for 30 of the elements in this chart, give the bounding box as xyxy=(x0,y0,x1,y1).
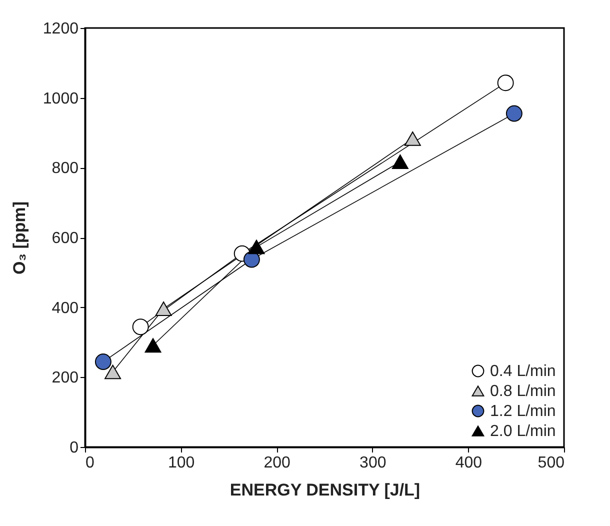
legend-label: 0.8 L/min xyxy=(490,383,556,400)
x-tick-label: 400 xyxy=(455,454,482,472)
point xyxy=(144,338,162,353)
y-tick-label: 0 xyxy=(70,440,79,456)
legend-label: 0.4 L/min xyxy=(490,363,556,380)
y-tick-label: 1000 xyxy=(42,90,79,108)
y-axis-title: O₃ [ppm] xyxy=(10,201,29,275)
point xyxy=(404,131,421,146)
point xyxy=(506,105,522,122)
x-tick-label: 300 xyxy=(360,454,386,472)
x-axis-title: ENERGY DENSITY [J/L] xyxy=(230,480,420,500)
point xyxy=(104,364,122,380)
point xyxy=(243,251,260,268)
point xyxy=(132,318,149,336)
x-tick-label: 100 xyxy=(168,454,195,472)
point xyxy=(497,74,514,92)
y-tick-label: 600 xyxy=(52,230,79,247)
y-tick-label: 800 xyxy=(52,160,79,178)
point xyxy=(94,354,112,370)
point xyxy=(392,154,408,169)
legend-label: 2.0 L/min xyxy=(490,423,556,440)
x-tick-label: 0 xyxy=(86,454,94,472)
y-tick-label: 1200 xyxy=(42,20,79,38)
x-tick-label: 500 xyxy=(538,454,565,472)
point xyxy=(155,302,172,316)
y-tick-label: 200 xyxy=(52,370,79,387)
legend-label: 1.2 L/min xyxy=(490,403,556,420)
point xyxy=(248,240,265,254)
y-tick-label: 400 xyxy=(52,300,79,317)
x-tick-label: 200 xyxy=(264,454,291,472)
